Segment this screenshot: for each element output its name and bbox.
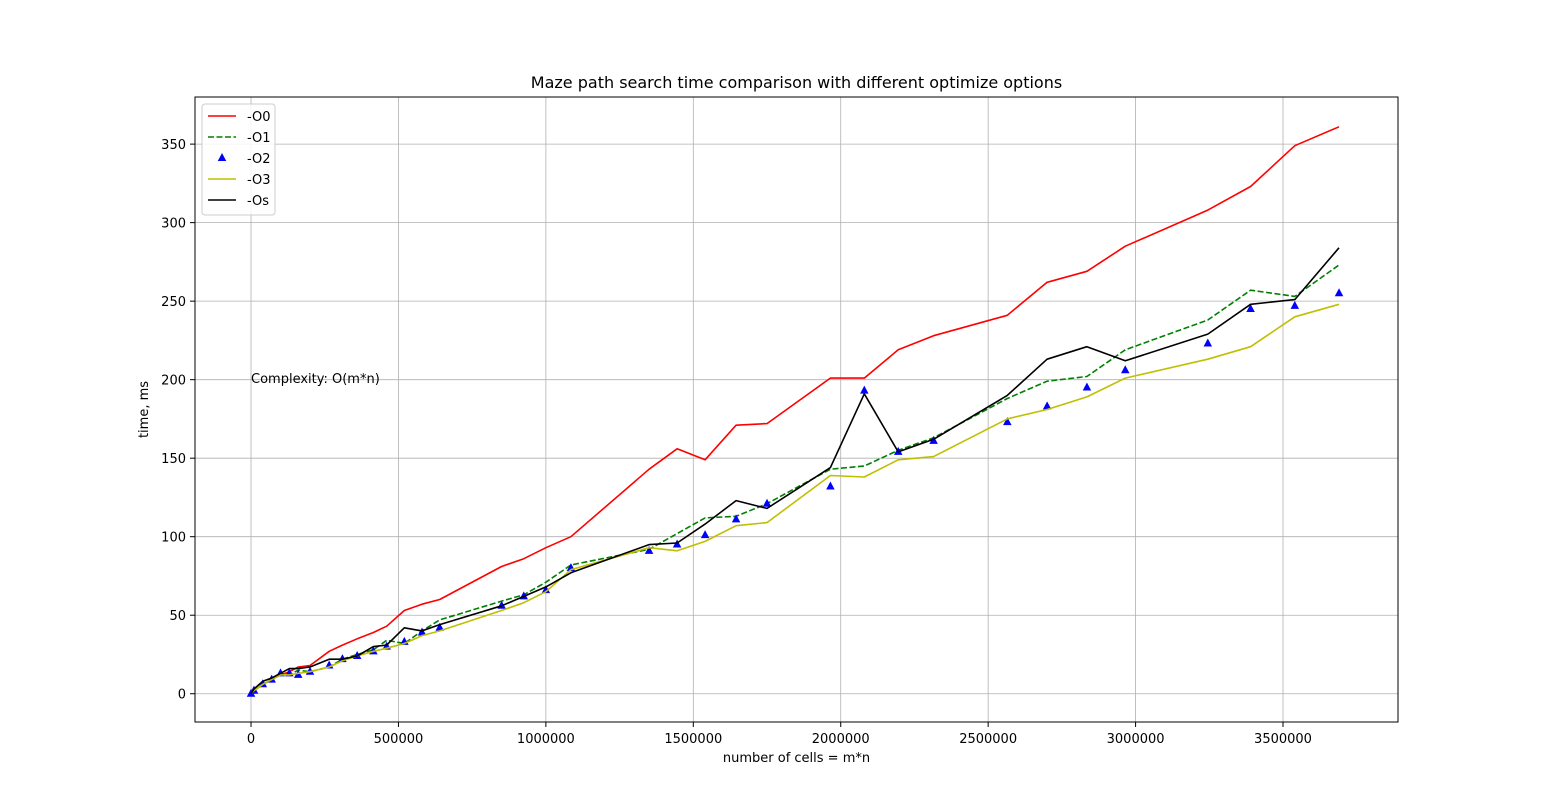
x-tick-label: 1000000	[517, 732, 575, 747]
legend-label-o3: -O3	[247, 173, 271, 188]
series-os	[250, 247, 1340, 695]
ticks: 0 500000 1000000 1500000 2000000 2500000 30000…	[161, 138, 1312, 747]
series-o2-point	[1042, 401, 1052, 410]
x-tick-label: 2500000	[959, 732, 1017, 747]
series-o2-point	[1334, 288, 1344, 297]
series-o2-point	[860, 385, 869, 394]
series-o3-line	[250, 303, 1340, 695]
series-o2-point	[1290, 300, 1300, 309]
series-o2-point	[1121, 365, 1130, 374]
legend-label-o0: -O0	[247, 110, 271, 125]
plot-frame	[194, 96, 1399, 723]
y-tick-label: 300	[161, 217, 186, 232]
legend-box	[201, 103, 276, 216]
chart-title: Maze path search time comparison with di…	[531, 73, 1062, 92]
x-tick-label: 2000000	[812, 732, 870, 747]
series-o2-point	[435, 622, 444, 631]
series-o3	[250, 303, 1340, 695]
series-o2-point	[826, 481, 835, 490]
legend: -O0 -O1 -O2 -O3 -Os	[201, 103, 276, 216]
series-o2-point	[762, 498, 772, 507]
series-o2-point	[644, 545, 654, 554]
complexity-annotation: Complexity: O(m*n)	[251, 372, 380, 387]
y-tick-label: 150	[161, 452, 186, 467]
x-tick-label: 0	[247, 732, 255, 747]
series-os-line	[250, 247, 1340, 695]
series-o2-point	[731, 514, 741, 523]
y-axis-label: time, ms	[137, 381, 152, 438]
y-tick-label: 50	[169, 609, 186, 624]
x-tick-label: 3000000	[1107, 732, 1165, 747]
y-tick-label: 200	[161, 374, 186, 389]
series-o2-point	[541, 585, 551, 594]
y-tick-label: 0	[178, 688, 186, 703]
series-o2-point	[1003, 417, 1012, 426]
grid	[195, 97, 1398, 722]
x-tick-label: 1500000	[664, 732, 722, 747]
x-tick-label: 500000	[374, 732, 424, 747]
series-o0-line	[250, 126, 1340, 695]
series-o2-point	[1246, 303, 1255, 312]
series-layer	[246, 126, 1344, 697]
y-tick-label: 350	[161, 138, 186, 153]
y-tick-label: 250	[161, 295, 186, 310]
legend-label-o2: -O2	[247, 152, 271, 167]
series-o2-point	[1203, 338, 1213, 347]
y-tick-label: 100	[161, 531, 186, 546]
series-o0	[250, 126, 1340, 695]
x-axis-label: number of cells = m*n	[723, 751, 870, 766]
series-o2-point	[1082, 382, 1092, 391]
legend-label-os: -Os	[247, 194, 269, 209]
legend-label-o1: -O1	[247, 131, 271, 146]
series-o2-point	[700, 530, 710, 539]
x-tick-label: 3500000	[1254, 732, 1312, 747]
legend-swatch-o2	[217, 153, 227, 161]
